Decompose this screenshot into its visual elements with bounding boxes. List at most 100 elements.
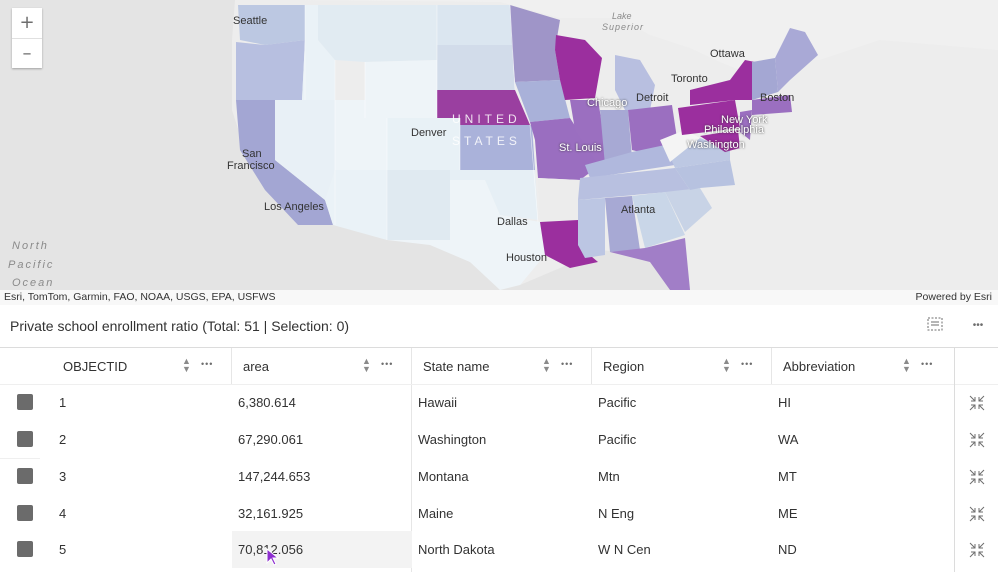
column-header-region[interactable]: Region ▲ ▼ ••• — [591, 348, 771, 384]
state-ut — [335, 100, 387, 170]
sort-icon[interactable]: ▲ ▼ — [722, 356, 731, 374]
state-wv — [660, 130, 700, 162]
table-row[interactable]: 4 32,161.925 Maine N Eng ME — [0, 495, 998, 532]
state-mo — [530, 118, 600, 180]
label-philadelphia: Philadelphia — [704, 124, 764, 136]
cell-region: Pacific — [598, 395, 637, 410]
column-menu-button[interactable]: ••• — [201, 359, 214, 369]
table-title: Private school enrollment ratio (Total: … — [10, 318, 350, 334]
state-id — [302, 5, 335, 100]
state-sd — [437, 45, 515, 90]
zoom-in-button[interactable]: + — [19, 12, 35, 33]
label-chicago: Chicago — [587, 97, 628, 109]
row-select-checkbox[interactable] — [17, 541, 33, 557]
cell-area: 6,380.614 — [238, 395, 296, 410]
row-select-checkbox[interactable] — [17, 431, 33, 447]
sort-icon[interactable]: ▲ ▼ — [902, 356, 911, 374]
state-mt — [318, 5, 437, 62]
selection-icon — [927, 317, 943, 331]
cell-area: 70,812.056 — [238, 542, 304, 557]
column-header-state-name[interactable]: State name ▲ ▼ ••• — [411, 348, 591, 384]
show-selected-button[interactable] — [924, 315, 946, 337]
label-san: San — [242, 148, 262, 160]
column-label: Region — [603, 359, 645, 374]
label-new-york: New York — [721, 114, 768, 126]
column-label: OBJECTID — [63, 359, 128, 374]
label-superior: Superior — [602, 22, 645, 32]
column-menu-button[interactable]: ••• — [741, 359, 754, 369]
cell-objectid: 1 — [59, 395, 67, 410]
state-al — [605, 196, 640, 252]
state-la — [540, 220, 598, 268]
label-states: STATES — [452, 134, 521, 148]
cell-abbreviation: MT — [778, 469, 797, 484]
column-header-objectid[interactable]: OBJECTID ▲ ▼ ••• — [0, 348, 231, 384]
state-ca — [236, 100, 333, 225]
cell-area: 67,290.061 — [238, 432, 304, 447]
zoom-to-feature-icon[interactable] — [968, 505, 986, 523]
column-label: State name — [423, 359, 490, 374]
cell-abbreviation: WA — [778, 432, 799, 447]
column-menu-button[interactable]: ••• — [921, 359, 934, 369]
state-nj — [740, 110, 752, 140]
cell-abbreviation: ND — [778, 542, 797, 557]
mouse-cursor-icon — [266, 548, 280, 566]
table-row[interactable]: 5 70,812.056 North Dakota W N Cen ND — [0, 531, 998, 568]
label-dallas: Dallas — [497, 216, 528, 228]
label-north: North — [12, 240, 49, 252]
table-row[interactable]: 2 67,290.061 Washington Pacific WA — [0, 421, 998, 458]
sort-icon[interactable]: ▲ ▼ — [362, 356, 371, 374]
map-view[interactable]: Seattle Lake Superior Ottawa Toronto UNI… — [0, 0, 998, 305]
label-boston: Boston — [760, 92, 795, 104]
table-row[interactable]: 3 147,244.653 Montana Mtn MT — [0, 458, 998, 495]
column-menu-button[interactable]: ••• — [381, 359, 394, 369]
state-ks — [460, 125, 535, 170]
state-tx — [387, 180, 545, 290]
cell-objectid: 5 — [59, 542, 67, 557]
attribution-text[interactable]: Esri, TomTom, Garmin, FAO, NOAA, USGS, E… — [4, 291, 276, 303]
column-label: area — [243, 359, 270, 374]
powered-by-esri[interactable]: Powered by Esri — [915, 291, 992, 303]
column-header-area[interactable]: area ▲ ▼ ••• — [231, 348, 411, 384]
table-row[interactable]: 1 6,380.614 Hawaii Pacific HI — [0, 384, 998, 421]
zoom-to-feature-icon[interactable] — [968, 541, 986, 559]
column-menu-button[interactable]: ••• — [561, 359, 574, 369]
state-wi — [555, 35, 602, 100]
state-ok — [450, 170, 538, 220]
cell-objectid: 3 — [59, 469, 67, 484]
row-select-checkbox[interactable] — [17, 505, 33, 521]
state-me — [775, 28, 818, 92]
sort-icon[interactable]: ▲ ▼ — [542, 356, 551, 374]
state-ny — [690, 60, 755, 105]
cell-region: Pacific — [598, 432, 637, 447]
cell-area: 147,244.653 — [238, 469, 311, 484]
column-header-abbreviation[interactable]: Abbreviation ▲ ▼ ••• — [771, 348, 954, 384]
state-ms — [578, 198, 605, 258]
state-vt-nh — [752, 58, 778, 100]
zoom-to-feature-icon[interactable] — [968, 431, 986, 449]
state-ga — [632, 192, 685, 248]
zoom-to-feature-icon[interactable] — [968, 468, 986, 486]
choropleth-map[interactable] — [0, 0, 998, 305]
row-select-checkbox[interactable] — [17, 468, 33, 484]
state-nc — [675, 160, 735, 190]
label-atlanta: Atlanta — [621, 204, 656, 216]
label-washington: Washington — [687, 139, 745, 151]
label-ocean: Ocean — [12, 277, 55, 289]
label-detroit: Detroit — [636, 92, 669, 104]
state-ma-ct-ri — [752, 95, 792, 115]
state-fl — [610, 238, 690, 290]
sort-icon[interactable]: ▲ ▼ — [182, 356, 191, 374]
label-toronto: Toronto — [671, 73, 708, 85]
cell-area: 32,161.925 — [238, 506, 304, 521]
row-select-checkbox[interactable] — [17, 394, 33, 410]
cell-region: W N Cen — [598, 542, 651, 557]
state-tn — [578, 168, 690, 200]
zoom-to-feature-icon[interactable] — [968, 394, 986, 412]
state-nd — [437, 5, 512, 45]
canada — [300, 0, 998, 78]
state-nv — [275, 100, 335, 200]
state-mn — [510, 5, 560, 82]
table-options-menu[interactable]: ••• — [972, 320, 984, 331]
zoom-out-button[interactable]: – — [12, 38, 42, 68]
